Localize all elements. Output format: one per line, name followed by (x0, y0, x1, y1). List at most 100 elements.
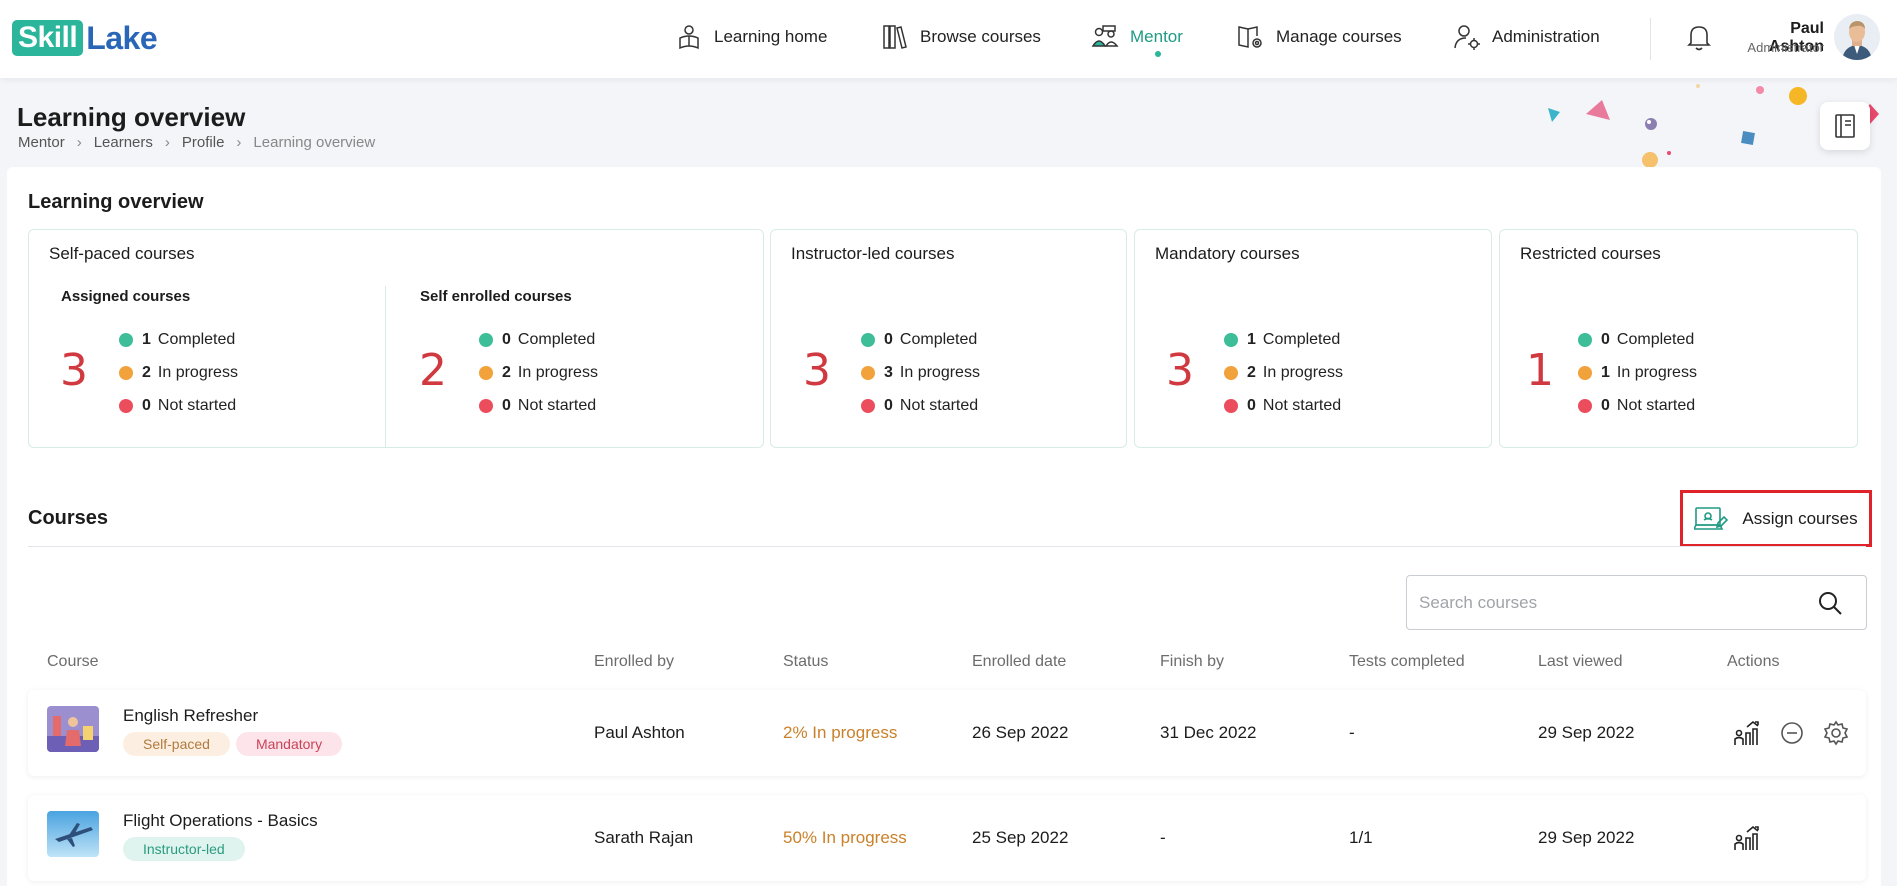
course-tags: Instructor-led (123, 837, 245, 861)
logo-text-skill: Skill (12, 20, 84, 56)
tag-mandatory: Mandatory (235, 732, 343, 756)
tests-completed: 1/1 (1349, 828, 1373, 847)
self-enrolled-courses-title: Self enrolled courses (420, 288, 572, 305)
tag-instructor-led: Instructor-led (123, 837, 245, 861)
vertical-divider (385, 286, 386, 447)
progress-report-icon[interactable] (1733, 824, 1761, 852)
column-header-course: Course (47, 653, 99, 670)
table-row[interactable]: Flight Operations - Basics Instructor-le… (28, 795, 1866, 881)
completed-dot (861, 333, 875, 347)
nav-browse-courses[interactable]: Browse courses (880, 20, 1041, 54)
table-row[interactable]: English Refresher Self-paced Mandatory P… (28, 690, 1866, 776)
assigned-in-progress: 2 In progress (119, 364, 238, 382)
search-icon[interactable] (1816, 589, 1844, 617)
completed-dot (119, 333, 133, 347)
mandatory-courses-box: Mandatory courses 3 1 Completed 2 In progr… (1134, 229, 1492, 448)
settings-gear-icon[interactable] (1822, 719, 1850, 747)
restricted-not-started: 0 Not started (1578, 397, 1695, 415)
tests-completed: - (1349, 723, 1355, 742)
progress-report-icon[interactable] (1733, 719, 1761, 747)
nav-administration-label: Administration (1492, 27, 1600, 46)
self-enrolled-not-started: 0 Not started (479, 397, 596, 415)
column-header-finish-by: Finish by (1160, 653, 1225, 670)
enrolled-date: 25 Sep 2022 (972, 828, 1069, 847)
nav-manage-courses[interactable]: Manage courses (1236, 20, 1402, 54)
finish-by: 31 Dec 2022 (1160, 723, 1257, 742)
nav-browse-courses-label: Browse courses (920, 27, 1041, 46)
search-courses-box (1406, 575, 1867, 630)
self-enrolled-total: 2 (419, 345, 447, 396)
unenroll-icon[interactable] (1778, 719, 1806, 747)
instructor-led-not-started: 0 Not started (861, 397, 978, 415)
mandatory-not-started: 0 Not started (1224, 397, 1341, 415)
in-progress-dot (119, 366, 133, 380)
active-nav-indicator (1155, 51, 1161, 57)
section-divider (28, 546, 1866, 547)
course-status: 2% In progress (783, 723, 898, 742)
course-tags: Self-paced Mandatory (123, 732, 343, 756)
breadcrumb-learners[interactable]: Learners (93, 134, 153, 151)
enrolled-by: Sarath Rajan (594, 828, 694, 847)
mandatory-completed: 1 Completed (1224, 331, 1340, 349)
overview-section-title: Learning overview (28, 191, 204, 213)
column-header-tests-completed: Tests completed (1349, 653, 1465, 670)
top-navigation-bar: Skill Lake Learning home Browse courses … (0, 0, 1897, 78)
search-courses-input[interactable] (1419, 592, 1816, 613)
course-thumbnail (47, 811, 99, 857)
guide-book-button[interactable] (1820, 102, 1870, 150)
course-name[interactable]: English Refresher (123, 706, 259, 725)
completed-dot (1578, 333, 1592, 347)
assign-courses-button[interactable]: Assign courses (1680, 490, 1872, 547)
user-avatar[interactable] (1834, 14, 1880, 60)
mandatory-in-progress: 2 In progress (1224, 364, 1343, 382)
self-enrolled-in-progress: 2 In progress (479, 364, 598, 382)
skilllake-logo[interactable]: Skill Lake (12, 20, 158, 56)
instructor-led-in-progress: 3 In progress (861, 364, 980, 382)
instructor-led-total: 3 (803, 345, 831, 396)
restricted-total: 1 (1526, 345, 1554, 396)
completed-dot (479, 333, 493, 347)
finish-by: - (1160, 828, 1166, 847)
course-name[interactable]: Flight Operations - Basics (123, 811, 318, 830)
assigned-not-started: 0 Not started (119, 397, 236, 415)
column-header-enrolled-date: Enrolled date (972, 653, 1067, 670)
not-started-dot (1224, 399, 1238, 413)
not-started-dot (861, 399, 875, 413)
restricted-courses-box: Restricted courses 1 0 Completed 1 In prog… (1499, 229, 1858, 448)
assigned-total: 3 (60, 345, 88, 396)
in-progress-dot (861, 366, 875, 380)
last-viewed: 29 Sep 2022 (1538, 828, 1635, 847)
learning-overview-card: Learning overview Self-paced courses Ass… (7, 167, 1881, 886)
nav-learning-home[interactable]: Learning home (674, 20, 827, 54)
self-enrolled-completed: 0 Completed (479, 331, 595, 349)
instructor-led-completed: 0 Completed (861, 331, 977, 349)
mandatory-total: 3 (1166, 345, 1194, 396)
not-started-dot (1578, 399, 1592, 413)
column-header-status: Status (783, 653, 829, 670)
tag-self-paced: Self-paced (123, 732, 230, 756)
notification-bell-icon[interactable] (1686, 22, 1712, 52)
restricted-in-progress: 1 In progress (1578, 364, 1697, 382)
column-header-enrolled-by: Enrolled by (594, 653, 675, 670)
course-thumbnail (47, 706, 99, 752)
restricted-completed: 0 Completed (1578, 331, 1694, 349)
breadcrumb-mentor[interactable]: Mentor (18, 134, 65, 151)
instructor-led-title: Instructor-led courses (791, 244, 955, 263)
restricted-title: Restricted courses (1520, 244, 1661, 263)
column-header-last-viewed: Last viewed (1538, 653, 1623, 670)
breadcrumb: Mentor › Learners › Profile › Learning o… (18, 134, 375, 151)
self-paced-title: Self-paced courses (49, 244, 195, 263)
not-started-dot (119, 399, 133, 413)
assign-courses-icon (1694, 506, 1729, 530)
courses-section-title: Courses (28, 507, 109, 529)
nav-administration[interactable]: Administration (1452, 20, 1600, 54)
breadcrumb-profile[interactable]: Profile (181, 134, 225, 151)
nav-mentor[interactable]: Mentor (1090, 20, 1183, 54)
assigned-courses-title: Assigned courses (61, 288, 191, 305)
books-icon (883, 25, 907, 49)
assign-courses-label: Assign courses (1742, 508, 1858, 528)
in-progress-dot (1224, 366, 1238, 380)
assigned-completed: 1 Completed (119, 331, 235, 349)
nav-mentor-label: Mentor (1130, 27, 1183, 46)
